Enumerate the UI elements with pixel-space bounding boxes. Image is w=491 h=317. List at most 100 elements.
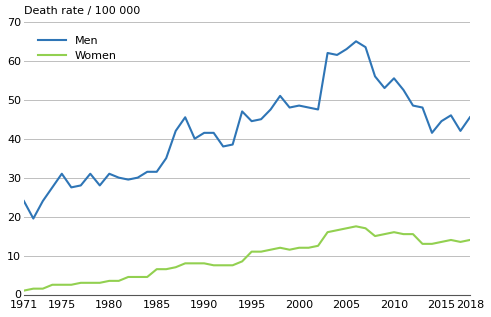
Women xyxy=(410,232,416,236)
Line: Men: Men xyxy=(24,41,470,218)
Women xyxy=(382,232,387,236)
Men xyxy=(467,115,473,119)
Men xyxy=(125,178,131,182)
Men xyxy=(59,172,65,176)
Women xyxy=(344,226,350,230)
Women xyxy=(448,238,454,242)
Women xyxy=(220,263,226,267)
Women xyxy=(78,281,84,285)
Men xyxy=(50,185,55,189)
Men xyxy=(107,172,112,176)
Women xyxy=(68,283,74,287)
Men xyxy=(458,129,464,133)
Women xyxy=(372,234,378,238)
Women xyxy=(173,265,179,269)
Men xyxy=(201,131,207,135)
Women xyxy=(144,275,150,279)
Women xyxy=(154,267,160,271)
Men xyxy=(419,106,425,109)
Line: Women: Women xyxy=(24,226,470,291)
Men xyxy=(248,119,254,123)
Men xyxy=(21,199,27,203)
Men xyxy=(410,104,416,107)
Women xyxy=(40,287,46,291)
Men xyxy=(344,47,350,51)
Men xyxy=(78,184,84,187)
Men xyxy=(30,217,36,220)
Women xyxy=(362,226,368,230)
Text: Death rate / 100 000: Death rate / 100 000 xyxy=(24,6,140,16)
Women xyxy=(107,279,112,283)
Legend: Men, Women: Men, Women xyxy=(38,36,117,61)
Women xyxy=(125,275,131,279)
Men xyxy=(164,156,169,160)
Men xyxy=(192,137,198,140)
Men xyxy=(239,109,245,113)
Men xyxy=(154,170,160,174)
Men xyxy=(68,185,74,189)
Men xyxy=(448,113,454,117)
Men xyxy=(116,176,122,179)
Women xyxy=(353,224,359,228)
Women xyxy=(21,289,27,293)
Men xyxy=(353,39,359,43)
Women xyxy=(30,287,36,291)
Men xyxy=(334,53,340,57)
Men xyxy=(230,143,236,146)
Women xyxy=(325,230,330,234)
Women xyxy=(287,248,293,252)
Men xyxy=(211,131,217,135)
Men xyxy=(401,88,407,92)
Women xyxy=(59,283,65,287)
Women xyxy=(230,263,236,267)
Women xyxy=(391,230,397,234)
Women xyxy=(277,246,283,250)
Women xyxy=(135,275,141,279)
Women xyxy=(239,260,245,263)
Women xyxy=(438,240,444,244)
Men xyxy=(173,129,179,133)
Women xyxy=(192,262,198,265)
Women xyxy=(268,248,273,252)
Women xyxy=(211,263,217,267)
Women xyxy=(182,262,188,265)
Men xyxy=(315,107,321,111)
Men xyxy=(97,184,103,187)
Men xyxy=(325,51,330,55)
Women xyxy=(258,250,264,254)
Men xyxy=(258,117,264,121)
Men xyxy=(135,176,141,179)
Men xyxy=(438,119,444,123)
Women xyxy=(315,244,321,248)
Women xyxy=(248,250,254,254)
Women xyxy=(401,232,407,236)
Women xyxy=(296,246,302,250)
Men xyxy=(296,104,302,107)
Men xyxy=(372,74,378,78)
Women xyxy=(458,240,464,244)
Men xyxy=(277,94,283,98)
Women xyxy=(429,242,435,246)
Men xyxy=(87,172,93,176)
Men xyxy=(391,76,397,80)
Men xyxy=(144,170,150,174)
Men xyxy=(305,106,311,109)
Women xyxy=(467,238,473,242)
Men xyxy=(287,106,293,109)
Women xyxy=(305,246,311,250)
Women xyxy=(334,228,340,232)
Men xyxy=(220,145,226,148)
Women xyxy=(97,281,103,285)
Men xyxy=(182,115,188,119)
Men xyxy=(382,86,387,90)
Men xyxy=(40,199,46,203)
Women xyxy=(50,283,55,287)
Men xyxy=(268,107,273,111)
Men xyxy=(362,45,368,49)
Women xyxy=(164,267,169,271)
Men xyxy=(429,131,435,135)
Women xyxy=(87,281,93,285)
Women xyxy=(116,279,122,283)
Women xyxy=(201,262,207,265)
Women xyxy=(419,242,425,246)
